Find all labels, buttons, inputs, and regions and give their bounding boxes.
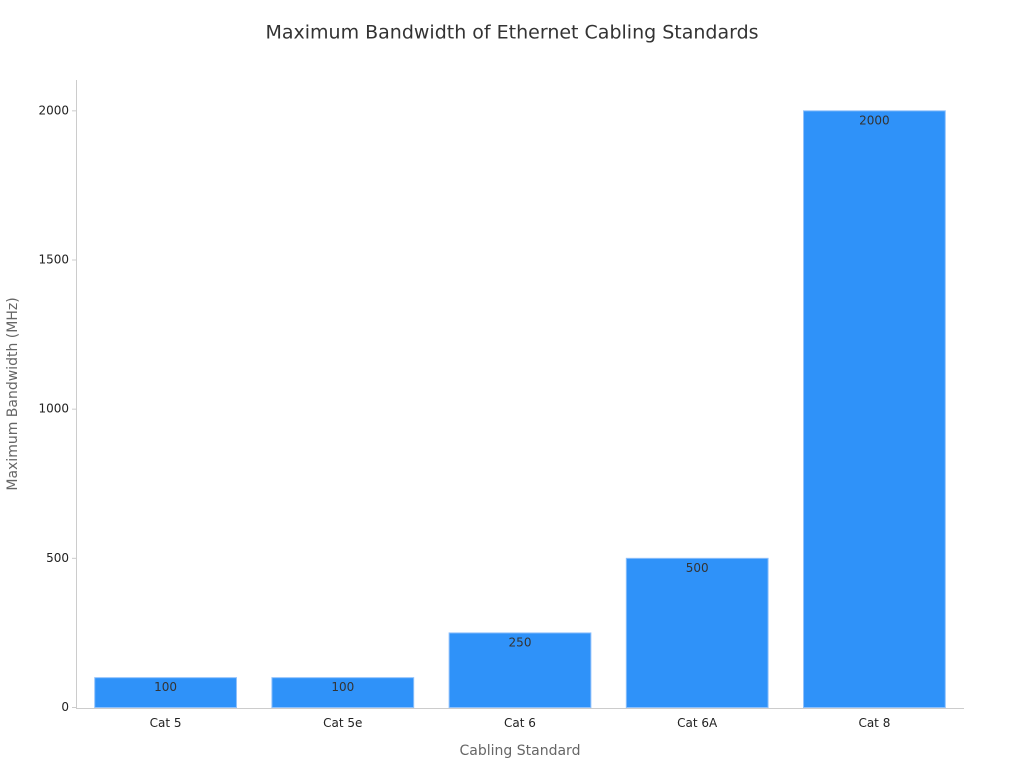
x-tick-label: Cat 8 xyxy=(858,716,890,730)
y-tick-label: 1500 xyxy=(38,253,69,267)
bar xyxy=(271,677,415,709)
x-tick-label: Cat 5e xyxy=(323,716,362,730)
value-label: 2000 xyxy=(859,113,890,127)
y-tick-label: 1000 xyxy=(38,402,69,416)
y-tick-label: 500 xyxy=(46,551,69,565)
y-axis-label: Maximum Bandwidth (MHz) xyxy=(5,297,21,490)
bar xyxy=(803,110,946,709)
bar xyxy=(94,677,237,709)
y-tick-label: 0 xyxy=(61,700,69,714)
value-label: 100 xyxy=(154,680,177,694)
bar xyxy=(448,632,592,709)
x-axis-label: Cabling Standard xyxy=(460,743,581,759)
value-label: 500 xyxy=(686,561,709,575)
x-tick-label: Cat 5 xyxy=(150,716,182,730)
y-tick-label: 2000 xyxy=(38,103,69,117)
bar xyxy=(625,557,769,708)
value-label: 250 xyxy=(509,635,532,649)
x-tick-label: Cat 6A xyxy=(677,716,718,730)
chart-title: Maximum Bandwidth of Ethernet Cabling St… xyxy=(265,22,758,44)
value-label: 100 xyxy=(331,680,354,694)
x-tick-label: Cat 6 xyxy=(504,716,536,730)
